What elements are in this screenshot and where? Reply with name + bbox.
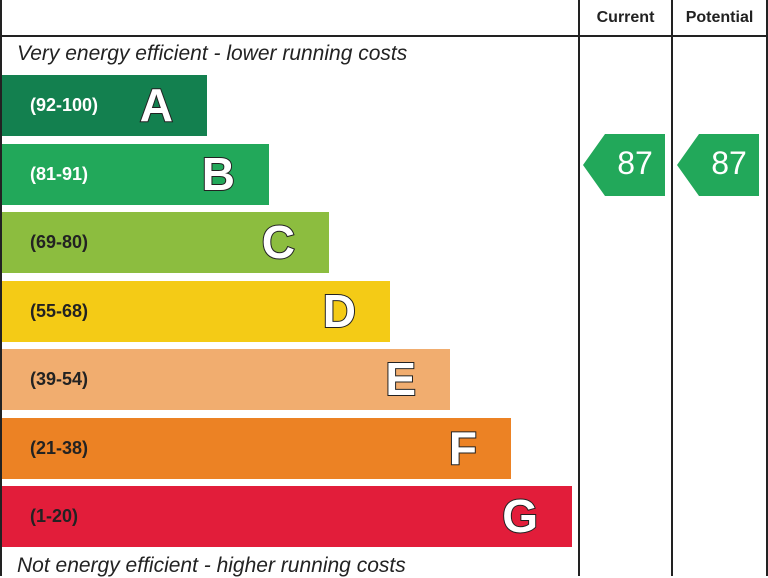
potential-rating-arrow: 87 xyxy=(677,134,759,196)
bar-letter: D xyxy=(322,284,357,338)
bar-letter: B xyxy=(201,147,236,201)
frame-right xyxy=(766,0,768,576)
current-arrow-shape xyxy=(583,134,665,196)
bar-range-label: (55-68) xyxy=(30,300,89,321)
frame-left xyxy=(0,0,2,576)
header-divider xyxy=(0,35,768,37)
bar-letter: G xyxy=(501,489,539,543)
bar-letter: C xyxy=(261,215,296,269)
current-rating-value: 87 xyxy=(617,145,653,181)
bar-a: (92-100) A xyxy=(2,75,207,136)
bar-d: (55-68) D xyxy=(2,280,390,342)
bar-range-label: (69-80) xyxy=(30,232,89,252)
potential-rating-value: 87 xyxy=(711,145,747,181)
bar-letter: A xyxy=(139,78,174,132)
bar-range-label: (92-100) xyxy=(30,95,99,115)
bottom-caption: Not energy efficient - higher running co… xyxy=(17,554,406,577)
bar-range-label: (1-20) xyxy=(30,506,79,526)
current-header: Current xyxy=(596,9,655,26)
bar-e: (39-54) E xyxy=(2,349,450,410)
bar-f: (21-38) F xyxy=(2,417,511,479)
bar-range-label: (81-91) xyxy=(30,163,89,184)
column-divider-potential xyxy=(671,0,673,576)
bar-letter: E xyxy=(384,352,417,406)
potential-arrow-shape xyxy=(677,134,759,196)
bar-g: (1-20) G xyxy=(2,486,572,547)
top-caption: Very energy efficient - lower running co… xyxy=(17,42,408,65)
bar-letter: F xyxy=(448,421,478,475)
column-divider-current xyxy=(578,0,580,576)
current-rating-arrow: 87 xyxy=(583,134,665,196)
bar-range-label: (21-38) xyxy=(30,437,89,458)
potential-header: Potential xyxy=(685,9,754,26)
bar-c: (69-80) C xyxy=(2,212,329,273)
bar-b: (81-91) B xyxy=(2,143,269,205)
bar-range-label: (39-54) xyxy=(30,369,89,389)
